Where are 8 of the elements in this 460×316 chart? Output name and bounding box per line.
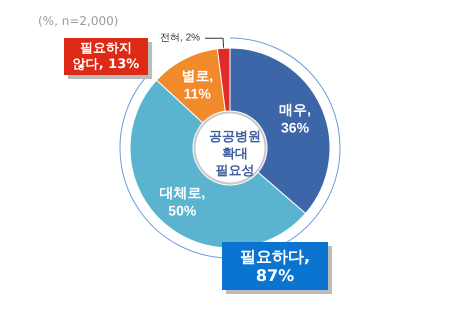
slice-label: 전혀, 2% [160, 32, 200, 44]
slice-label: 매우, 36% [279, 101, 311, 136]
slice-label: 대체로, 50% [159, 184, 206, 218]
text: (%, n=2,000) [38, 14, 118, 28]
text: 필요하다, 87% [222, 242, 328, 290]
text: 필요하지 않다, 13% [64, 38, 148, 76]
slice-label: 별로, 11% [181, 67, 214, 102]
text: 공공병원 확대 필요성 [209, 128, 261, 178]
